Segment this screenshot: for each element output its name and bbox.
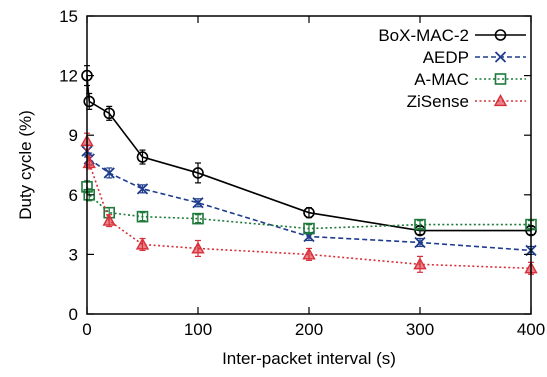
data-point: [191, 241, 205, 254]
y-axis-label: Duty cycle (%): [16, 110, 35, 220]
legend-marker: [494, 29, 507, 41]
x-tick-label: 100: [184, 320, 212, 339]
legend-label: A-MAC: [414, 70, 469, 89]
series-line: [86, 75, 531, 232]
data-point: [136, 183, 149, 195]
legend-label: BoX-MAC-2: [378, 26, 469, 45]
data-point: [192, 212, 204, 225]
legend-label: AEDP: [423, 48, 469, 67]
data-point: [303, 206, 315, 219]
y-tick-label: 6: [69, 186, 78, 205]
legend-item: ZiSense: [407, 92, 526, 111]
axis-ticks: 0 100 200 300 400 0 3 6 9 12 15: [59, 7, 545, 339]
series-aedp: [81, 144, 537, 257]
y-tick-label: 12: [59, 67, 78, 86]
x-tick-label: 300: [406, 320, 434, 339]
legend-item: A-MAC: [414, 70, 526, 89]
data-point: [102, 213, 116, 226]
legend-marker: [493, 94, 508, 107]
y-tick-label: 15: [59, 7, 78, 26]
data-point: [135, 237, 150, 250]
data-point: [136, 151, 149, 163]
data-point: [83, 95, 96, 108]
data-point: [303, 222, 315, 235]
x-tick-label: 400: [517, 320, 545, 339]
legend-item: AEDP: [423, 48, 526, 67]
y-tick-label: 9: [69, 126, 78, 145]
x-tick-label: 0: [82, 320, 91, 339]
data-point: [192, 197, 204, 209]
data-point: [413, 257, 427, 270]
data-point: [136, 210, 149, 223]
data-point: [83, 189, 96, 201]
legend-item: BoX-MAC-2: [378, 26, 526, 45]
legend-label: ZiSense: [407, 92, 469, 111]
y-tick-label: 3: [69, 245, 78, 264]
series-zisense: [80, 132, 538, 275]
data-point: [103, 167, 115, 179]
legend: BoX-MAC-2 AEDP A-MAC ZiSense: [378, 26, 526, 111]
x-tick-label: 200: [295, 320, 323, 339]
data-point: [414, 236, 426, 249]
legend-marker: [494, 51, 507, 63]
data-point: [414, 218, 426, 231]
y-tick-label: 0: [69, 305, 78, 324]
x-axis-label: Inter-packet interval (s): [222, 349, 396, 368]
series-line: [86, 141, 532, 270]
legend-marker: [494, 73, 507, 85]
data-point: [302, 247, 316, 260]
series-line: [86, 186, 531, 230]
data-point: [192, 167, 204, 179]
data-point: [103, 107, 115, 120]
